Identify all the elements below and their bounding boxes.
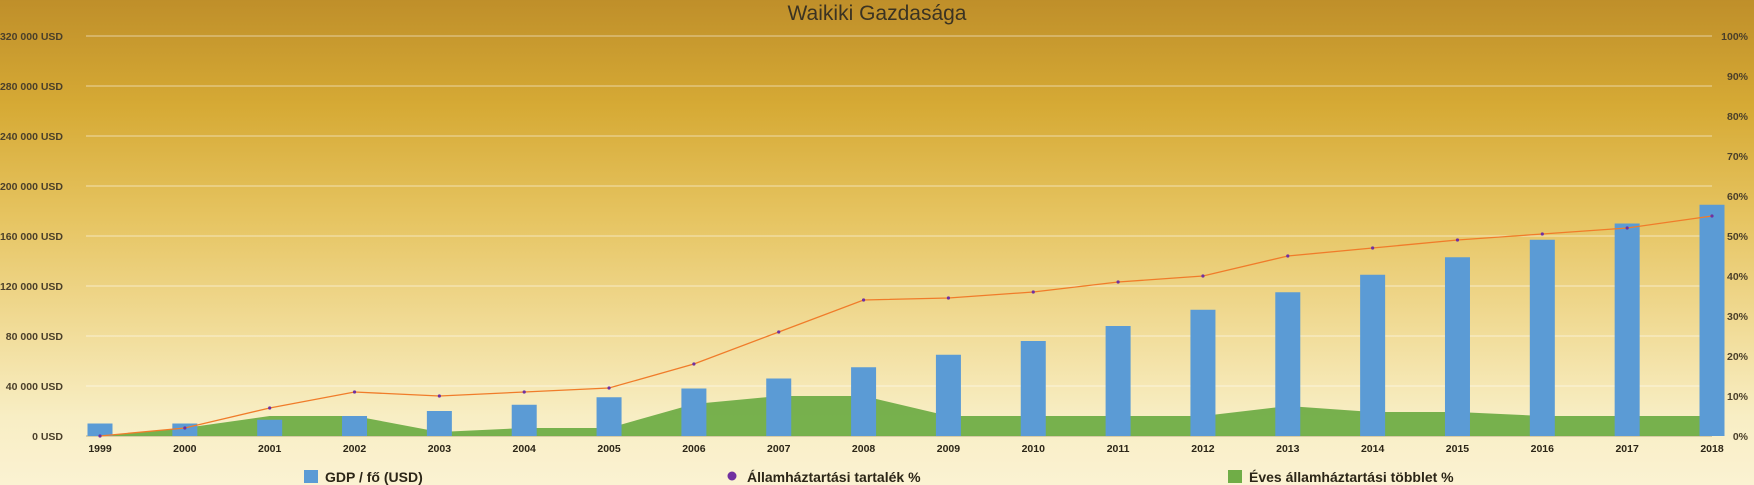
x-tick-label: 2016 [1531,443,1555,455]
left-tick-label: 280 000 USD [0,81,63,93]
point-reserve [861,298,866,302]
bar-gdp [596,397,622,436]
right-tick-label: 40% [1727,271,1749,283]
bar-gdp [1614,223,1640,436]
x-axis-ticks: 1999 2000 2001 2002 2003 2004 2005 2006 2007 2008… [88,443,1724,455]
x-tick-label: 2004 [513,443,537,455]
point-reserve [946,296,951,300]
left-tick-label: 40 000 USD [6,381,64,393]
left-tick-label: 80 000 USD [6,331,64,343]
point-reserve [1031,290,1035,294]
line-reserve [99,215,1713,437]
point-reserve [1116,280,1120,284]
x-tick-label: 1999 [88,443,112,455]
legend-label-surplus: Éves államháztartási többlet % [1249,469,1454,485]
bar-gdp [1275,292,1301,436]
left-tick-label: 120 000 USD [0,281,63,293]
left-tick-label: 200 000 USD [0,181,63,193]
right-tick-label: 70% [1727,151,1749,163]
point-reserve [437,394,441,398]
legend-label-reserve: Államháztartási tartalék % [747,469,921,485]
x-tick-label: 2001 [258,443,282,455]
legend-marker-reserve [727,471,737,481]
point-reserve [1371,246,1375,250]
x-tick-label: 2002 [343,443,367,455]
point-reserve [352,390,357,394]
left-tick-label: 160 000 USD [0,231,63,243]
x-tick-label: 2008 [852,443,876,455]
area-series-layer [100,396,1712,436]
bar-gdp [851,367,877,436]
legend-swatch-surplus [1228,470,1242,483]
point-reserve [1286,254,1290,258]
x-tick-label: 2010 [1022,443,1046,455]
bar-gdp [426,411,452,436]
legend-label-gdp: GDP / fő (USD) [325,469,423,485]
point-reserve [607,386,611,390]
x-tick-label: 2003 [428,443,452,455]
point-reserve [522,390,526,394]
bar-gdp [511,404,537,436]
x-tick-label: 2017 [1615,443,1639,455]
x-tick-label: 2006 [682,443,706,455]
x-tick-label: 2014 [1361,443,1385,455]
right-axis-ticks: 0% 10% 20% 30% 40% 50% 60% 70% 80% 90% 100% [1721,31,1749,443]
bar-gdp [1529,239,1555,436]
bar-gdp [342,416,368,436]
area-surplus [100,396,1712,436]
right-tick-label: 10% [1727,391,1749,403]
left-tick-label: 320 000 USD [0,31,63,43]
bar-gdp [1190,309,1216,436]
point-reserve [183,426,187,430]
right-tick-label: 100% [1721,31,1749,43]
point-reserve [1625,226,1629,230]
left-tick-label: 240 000 USD [0,131,63,143]
legend: GDP / fő (USD) Államháztartási tartalék … [304,469,1454,485]
point-reserve [692,362,696,366]
x-tick-label: 2009 [937,443,961,455]
line-series-layer [98,214,1714,438]
chart-title: Waikiki Gazdasága [788,2,967,25]
point-reserve [1455,238,1460,242]
bar-gdp [1699,204,1725,436]
bar-gdp [766,378,792,436]
x-tick-label: 2000 [173,443,197,455]
point-reserve [1710,214,1714,218]
bar-gdp [1020,341,1046,436]
x-tick-label: 2015 [1446,443,1470,455]
point-reserve [1540,232,1544,236]
left-tick-label: 0 USD [32,431,63,443]
bar-gdp [935,354,961,436]
legend-swatch-gdp [304,470,318,483]
point-reserve [777,330,781,334]
right-tick-label: 50% [1727,231,1749,243]
x-tick-label: 2018 [1700,443,1724,455]
x-tick-label: 2007 [767,443,791,455]
left-axis-ticks: 0 USD 40 000 USD 80 000 USD 120 000 USD 160 … [0,31,63,443]
point-reserve [1201,274,1205,278]
x-tick-label: 2012 [1191,443,1215,455]
bar-gdp [1360,274,1386,436]
right-tick-label: 0% [1733,431,1749,443]
point-reserve [98,434,102,438]
bar-gdp [1444,257,1470,436]
x-tick-label: 2013 [1276,443,1300,455]
bar-series-layer [87,204,1725,436]
right-tick-label: 90% [1727,71,1749,83]
bar-gdp [1105,326,1131,436]
right-tick-label: 30% [1727,311,1749,323]
point-reserve [268,406,272,410]
bar-gdp [87,423,113,436]
x-tick-label: 2005 [597,443,621,455]
right-tick-label: 20% [1727,351,1749,363]
x-tick-label: 2011 [1107,443,1130,455]
bar-gdp [257,419,283,436]
bar-gdp [681,388,707,436]
right-tick-label: 60% [1727,191,1749,203]
right-tick-label: 80% [1727,111,1749,123]
